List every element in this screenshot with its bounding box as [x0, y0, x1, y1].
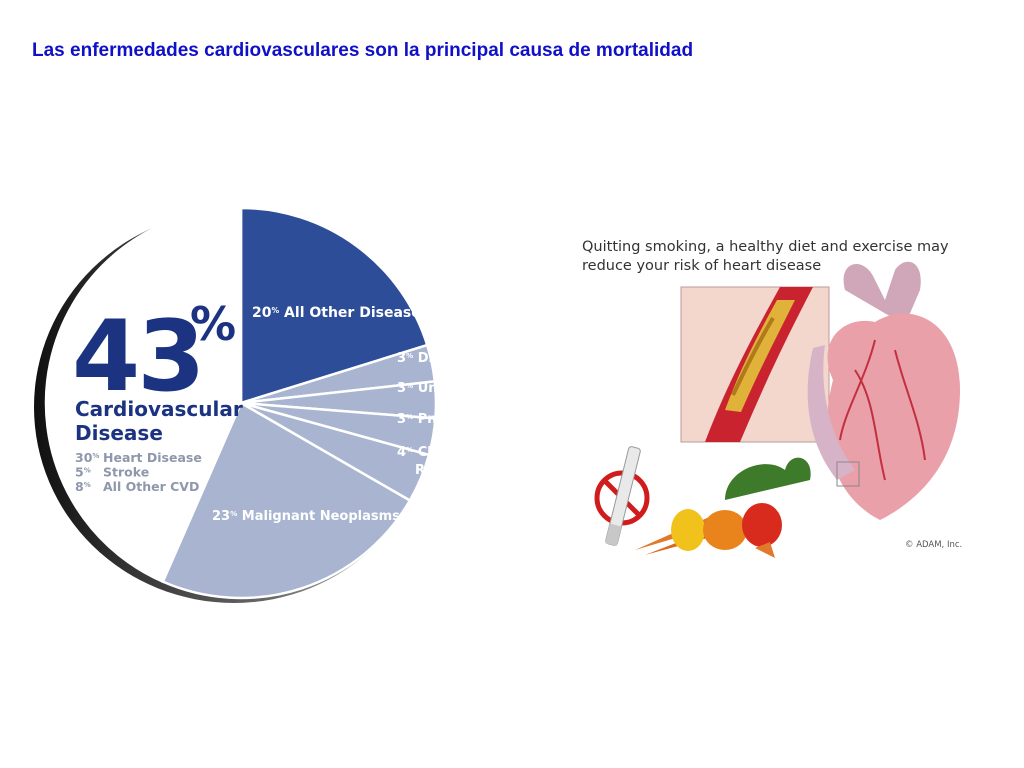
pie-label-chronic-low-respiratory-disease: 4% Chronic Low Respiratory Disease — [397, 445, 560, 478]
cvd-percent-sign: % — [190, 297, 236, 351]
slide-title: Las enfermedades cardiovasculares son la… — [32, 40, 694, 61]
copyright-notice: © ADAM, Inc. — [905, 540, 963, 550]
pie-slice-all-other-diseases — [239, 206, 429, 405]
pie-label-all-other-diseases: 20% All Other Diseases — [252, 305, 429, 321]
pie-chart-svg: 20% All Other Diseases 3% Diabetes 3% Unin… — [34, 206, 560, 603]
pie-label-malignant-neoplasms: 23% Malignant Neoplasms — [212, 509, 400, 524]
pie-chart: 20% All Other Diseases 3% Diabetes 3% Unin… — [20, 200, 560, 605]
pie-slice-cardiovascular-disease — [44, 206, 243, 584]
health-caption: Quitting smoking, a healthy diet and exe… — [582, 239, 949, 274]
cvd-breakdown-all-other-cvd: 8% All Other CVD — [75, 479, 199, 494]
no-smoking-sign — [594, 446, 650, 546]
heart-illustration — [807, 261, 960, 520]
cvd-breakdown-stroke: 5% Stroke — [75, 465, 149, 480]
pie-label-unintentional-injury: 3% Unintentional Injury — [397, 381, 560, 396]
pie-slice-malignant-neoplasms — [161, 401, 412, 600]
vegetables-illustration — [635, 457, 811, 558]
cvd-label-line: Disease — [75, 421, 163, 445]
health-illustration-svg — [594, 261, 960, 558]
cvd-breakdown-heart-disease: 30% Heart Disease — [75, 450, 202, 465]
pie-label-diabetes: 3% Diabetes — [397, 351, 483, 366]
pie-label-pneumonia: 3% Pneumonia — [397, 412, 500, 427]
cvd-label-line: Cardiovascular — [75, 397, 243, 421]
health-illustration: Quitting smoking, a healthy diet and exe… — [575, 230, 985, 570]
artery-plaque-detail — [731, 316, 775, 396]
artery-plaque — [725, 300, 795, 412]
cvd-percent-value: 43 — [72, 300, 202, 414]
